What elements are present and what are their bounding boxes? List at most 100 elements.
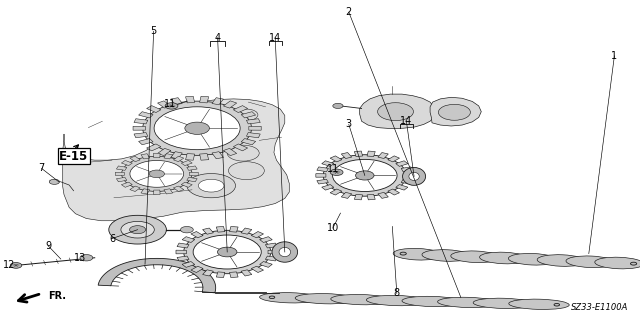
Polygon shape xyxy=(241,228,252,234)
Circle shape xyxy=(130,160,184,187)
Polygon shape xyxy=(249,126,261,130)
Polygon shape xyxy=(260,262,272,267)
Circle shape xyxy=(198,179,224,192)
Circle shape xyxy=(193,235,261,269)
Polygon shape xyxy=(223,101,237,108)
Polygon shape xyxy=(378,192,388,198)
Circle shape xyxy=(122,156,192,191)
Ellipse shape xyxy=(508,253,557,265)
Polygon shape xyxy=(191,232,203,238)
Polygon shape xyxy=(133,126,145,130)
Text: 14: 14 xyxy=(269,33,282,43)
Text: 13: 13 xyxy=(74,253,86,263)
Polygon shape xyxy=(317,167,328,172)
Ellipse shape xyxy=(331,294,391,305)
Polygon shape xyxy=(182,262,195,267)
Polygon shape xyxy=(252,266,264,272)
Circle shape xyxy=(49,179,60,184)
Polygon shape xyxy=(134,119,148,124)
Circle shape xyxy=(165,103,178,109)
Text: 14: 14 xyxy=(400,116,413,126)
Ellipse shape xyxy=(422,250,471,261)
Polygon shape xyxy=(367,194,375,200)
Polygon shape xyxy=(317,179,328,184)
Circle shape xyxy=(154,107,240,150)
Polygon shape xyxy=(200,153,209,160)
Polygon shape xyxy=(181,182,192,187)
Polygon shape xyxy=(404,174,414,177)
Text: 11: 11 xyxy=(163,99,176,109)
Circle shape xyxy=(10,263,22,268)
Polygon shape xyxy=(341,192,352,198)
Circle shape xyxy=(143,101,252,155)
Ellipse shape xyxy=(269,296,275,299)
Polygon shape xyxy=(187,166,197,170)
Polygon shape xyxy=(164,154,173,159)
Ellipse shape xyxy=(438,297,498,308)
Ellipse shape xyxy=(279,248,291,256)
Circle shape xyxy=(218,247,237,257)
Polygon shape xyxy=(230,272,238,278)
Polygon shape xyxy=(200,96,209,103)
Polygon shape xyxy=(171,152,182,159)
Polygon shape xyxy=(173,156,184,162)
Polygon shape xyxy=(401,179,413,184)
Polygon shape xyxy=(176,250,186,254)
Polygon shape xyxy=(141,154,150,159)
Polygon shape xyxy=(157,101,171,108)
Polygon shape xyxy=(355,194,363,200)
Polygon shape xyxy=(246,119,260,124)
Polygon shape xyxy=(266,256,277,261)
Ellipse shape xyxy=(403,167,426,185)
Text: 8: 8 xyxy=(394,288,400,299)
Ellipse shape xyxy=(451,251,500,263)
Polygon shape xyxy=(388,189,399,195)
Ellipse shape xyxy=(509,299,569,309)
Polygon shape xyxy=(378,152,388,159)
Polygon shape xyxy=(234,106,248,113)
Polygon shape xyxy=(189,172,198,175)
Circle shape xyxy=(109,215,166,244)
Polygon shape xyxy=(241,112,255,118)
Circle shape xyxy=(438,104,470,120)
Polygon shape xyxy=(154,190,160,195)
Polygon shape xyxy=(191,266,203,272)
Text: 1: 1 xyxy=(611,51,618,61)
Polygon shape xyxy=(216,272,225,278)
Circle shape xyxy=(121,221,154,238)
Polygon shape xyxy=(130,186,140,191)
Polygon shape xyxy=(139,112,153,118)
Polygon shape xyxy=(266,243,277,248)
Polygon shape xyxy=(316,174,326,177)
Text: 11: 11 xyxy=(326,164,339,174)
Circle shape xyxy=(228,162,264,180)
Polygon shape xyxy=(260,237,272,242)
Polygon shape xyxy=(322,184,334,190)
Polygon shape xyxy=(234,144,248,151)
Polygon shape xyxy=(122,182,132,187)
Ellipse shape xyxy=(554,303,559,306)
Polygon shape xyxy=(63,99,289,221)
Circle shape xyxy=(208,110,246,129)
Text: 10: 10 xyxy=(326,223,339,233)
Polygon shape xyxy=(186,153,195,160)
Polygon shape xyxy=(164,189,173,194)
Polygon shape xyxy=(396,184,408,190)
Polygon shape xyxy=(154,153,160,158)
Ellipse shape xyxy=(595,257,640,269)
Polygon shape xyxy=(241,138,255,145)
Ellipse shape xyxy=(473,298,534,308)
Text: SZ33-E1100A: SZ33-E1100A xyxy=(571,303,628,312)
Text: 5: 5 xyxy=(150,26,157,36)
Polygon shape xyxy=(182,237,195,242)
Ellipse shape xyxy=(479,252,529,264)
Circle shape xyxy=(187,174,236,198)
Polygon shape xyxy=(98,258,216,293)
Text: 2: 2 xyxy=(346,7,352,17)
Polygon shape xyxy=(116,166,127,170)
Polygon shape xyxy=(330,156,342,162)
Polygon shape xyxy=(187,177,197,182)
Polygon shape xyxy=(147,144,161,151)
Ellipse shape xyxy=(400,252,406,255)
Polygon shape xyxy=(203,270,213,276)
